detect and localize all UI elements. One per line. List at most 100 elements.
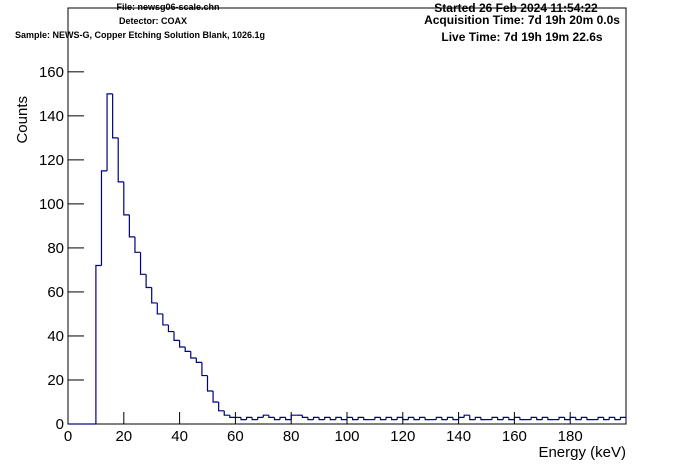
histogram-bin: [435, 416, 442, 420]
histogram-bin: [179, 340, 186, 348]
histogram-bin: [351, 417, 359, 421]
histogram-bin: [424, 417, 431, 421]
histogram-bin: [257, 416, 264, 420]
histogram-bin: [324, 416, 331, 420]
histogram-bin: [218, 401, 225, 412]
y-tick-label: 0: [56, 416, 64, 433]
y-tick-label: 120: [39, 152, 64, 169]
y-tick-label: 80: [47, 240, 64, 257]
histogram-bin: [106, 93, 113, 171]
histogram-bin: [513, 416, 520, 420]
histogram-bin: [128, 214, 135, 238]
histogram-bin: [201, 362, 208, 377]
histogram-bin: [329, 417, 336, 421]
histogram-bin: [184, 346, 191, 352]
histogram-bin: [564, 417, 571, 421]
histogram-bin: [346, 416, 353, 420]
histogram-bin: [463, 414, 470, 418]
histogram-bin: [134, 236, 141, 253]
histogram-bin: [312, 416, 320, 420]
histogram-bin: [547, 417, 554, 421]
histogram-bin: [340, 417, 347, 421]
histogram-bin: [195, 357, 202, 363]
histogram-bin: [580, 416, 587, 420]
histogram-bin: [474, 416, 481, 420]
x-tick-label: 160: [502, 428, 527, 445]
histogram-bin: [603, 417, 610, 421]
x-axis-label: Energy (keV): [538, 444, 626, 461]
histogram-bin: [541, 416, 548, 420]
histogram-bin: [285, 417, 292, 421]
histogram-bin: [502, 416, 509, 420]
histogram-bin: [307, 417, 314, 421]
x-tick-label: 140: [446, 428, 471, 445]
plot-frame: [67, 7, 627, 425]
histogram-bin: [100, 170, 108, 266]
header-started: Started 26 Feb 2024 11:54:22: [434, 1, 598, 15]
histogram-bin: [357, 416, 364, 420]
histogram-bin: [480, 417, 487, 421]
y-tick-label: 160: [39, 64, 64, 81]
histogram-bin: [586, 417, 593, 421]
histogram-bin: [508, 417, 515, 421]
histogram-bin: [469, 415, 476, 421]
histogram-bin: [190, 351, 197, 359]
header-detector: Detector: COAX: [119, 16, 187, 26]
histogram-bin: [212, 390, 219, 403]
histogram-bin: [413, 417, 420, 421]
histogram-bin: [458, 416, 465, 420]
histogram-bin: [273, 417, 281, 421]
x-tick-label: 80: [283, 428, 300, 445]
histogram-bin: [279, 416, 286, 420]
y-axis-label: Counts: [14, 96, 31, 144]
histogram-bin: [597, 416, 604, 420]
histogram-bin: [95, 264, 102, 424]
histogram-bin: [441, 417, 448, 421]
x-tick-label: 40: [171, 428, 188, 445]
histogram-bin: [374, 416, 381, 420]
histogram-bin: [558, 416, 565, 420]
histogram-bin: [151, 287, 158, 304]
histogram-bin: [396, 416, 403, 420]
y-tick-label: 140: [39, 108, 64, 125]
histogram-bin: [162, 313, 169, 326]
y-tick-label: 60: [47, 284, 64, 301]
histogram-bin: [335, 416, 342, 420]
histogram-bin: [614, 417, 621, 421]
histogram-bin: [569, 416, 576, 420]
histogram-bin: [318, 417, 325, 421]
histogram-bin: [167, 324, 175, 333]
header-live: Live Time: 7d 19h 19m 22.6s: [441, 30, 603, 44]
histogram-bin: [139, 252, 147, 275]
histogram-bin: [491, 416, 498, 420]
header-file: File: newsg06-scale.chn: [116, 2, 219, 12]
histogram-bin: [245, 416, 253, 420]
histogram-bin: [156, 302, 163, 315]
x-tick-label: 120: [390, 428, 415, 445]
header-sample: Sample: NEWS-G, Copper Etching Solution …: [15, 30, 265, 40]
histogram-bin: [402, 417, 409, 421]
histogram-bin: [379, 417, 387, 421]
histogram-bin: [407, 416, 414, 420]
histogram-bin: [619, 416, 626, 420]
histogram-bin: [519, 417, 526, 421]
histogram-bin: [112, 93, 119, 139]
x-tick-label: 20: [115, 428, 132, 445]
histogram-bin: [173, 331, 180, 341]
histogram-bin: [117, 137, 124, 183]
histogram-bin: [391, 417, 398, 421]
histogram-bin: [363, 417, 370, 421]
histogram-bin: [229, 415, 236, 418]
y-tick-label: 20: [47, 372, 64, 389]
histogram-bin: [123, 181, 130, 216]
histogram-bin: [418, 416, 426, 420]
histogram-bin: [608, 416, 615, 420]
histogram-bin: [240, 417, 247, 421]
histogram-bin: [446, 416, 454, 420]
x-tick-label: 180: [558, 428, 583, 445]
histogram-bin: [530, 416, 537, 420]
header-acq: Acquisition Time: 7d 19h 20m 0.0s: [424, 13, 620, 27]
x-tick-label: 100: [334, 428, 359, 445]
x-tick-label: 0: [64, 428, 72, 445]
